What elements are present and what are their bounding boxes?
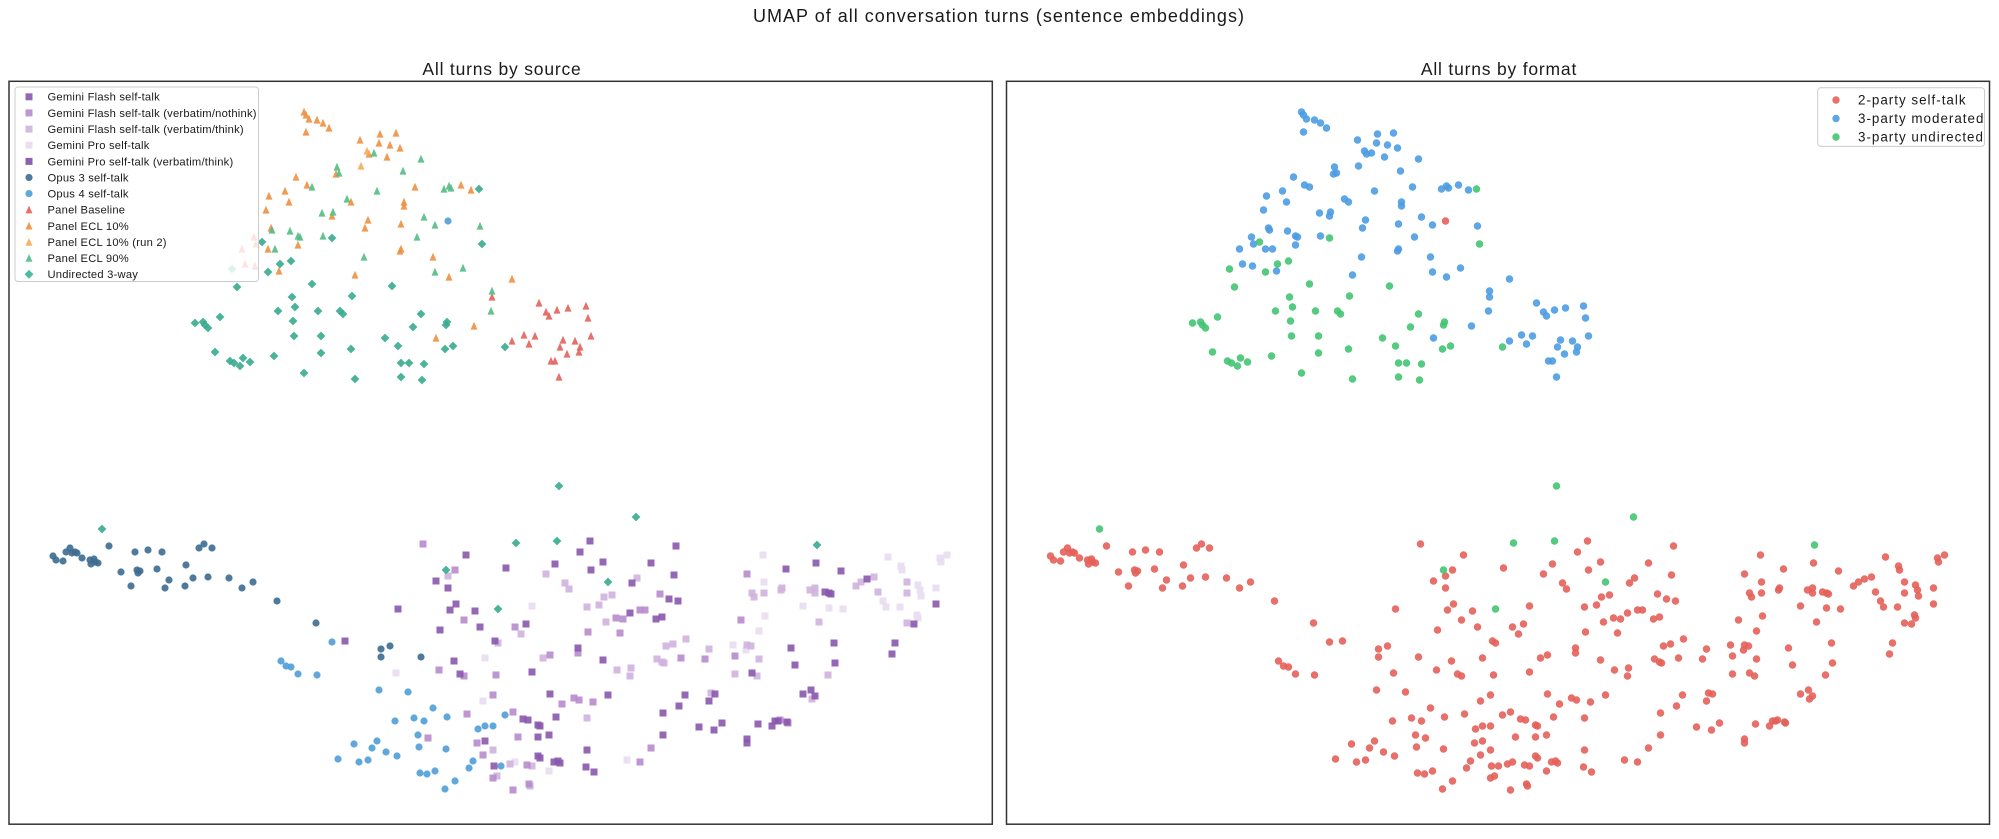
svg-text:All turns by source: All turns by source	[422, 59, 581, 79]
svg-text:Opus 3 self-talk: Opus 3 self-talk	[48, 172, 129, 184]
svg-text:UMAP of all conversation turns: UMAP of all conversation turns (sentence…	[753, 6, 1245, 26]
svg-text:Gemini Flash self-talk: Gemini Flash self-talk	[48, 92, 161, 104]
svg-text:Gemini Flash self-talk (verbat: Gemini Flash self-talk (verbatim/nothink…	[48, 108, 257, 120]
svg-text:Gemini Pro self-talk (verbatim: Gemini Pro self-talk (verbatim/think)	[48, 156, 234, 168]
svg-text:Panel ECL 90%: Panel ECL 90%	[48, 253, 129, 265]
svg-text:3-party undirected: 3-party undirected	[1858, 130, 1984, 145]
svg-text:Panel ECL 10% (run 2): Panel ECL 10% (run 2)	[48, 237, 167, 249]
svg-text:Undirected 3-way: Undirected 3-way	[48, 269, 139, 281]
svg-text:Panel ECL 10%: Panel ECL 10%	[48, 221, 129, 233]
svg-text:3-party moderated: 3-party moderated	[1858, 111, 1984, 126]
svg-text:Gemini Pro self-talk: Gemini Pro self-talk	[48, 140, 150, 152]
svg-text:Panel Baseline: Panel Baseline	[48, 205, 126, 217]
svg-text:All turns by format: All turns by format	[1421, 59, 1577, 79]
svg-text:2-party self-talk: 2-party self-talk	[1858, 93, 1967, 108]
svg-text:Opus 4 self-talk: Opus 4 self-talk	[48, 189, 129, 201]
svg-text:Gemini Flash self-talk (verbat: Gemini Flash self-talk (verbatim/think)	[48, 124, 244, 136]
